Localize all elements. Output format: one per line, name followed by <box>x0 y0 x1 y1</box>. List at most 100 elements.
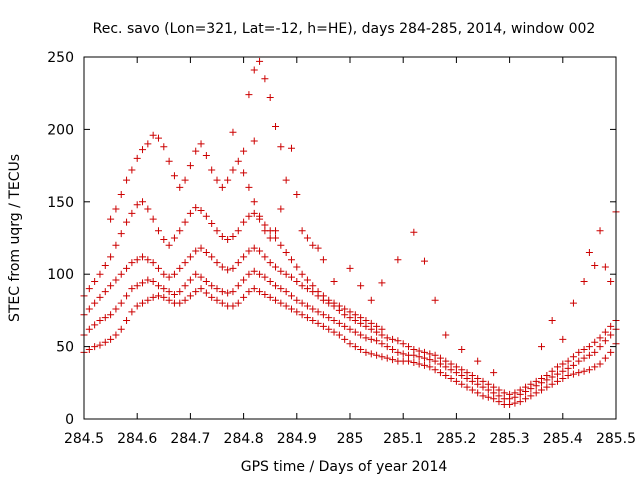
data-point <box>181 296 189 304</box>
data-point <box>123 218 131 226</box>
data-point <box>309 241 317 249</box>
data-point <box>585 351 593 359</box>
data-point <box>133 302 141 310</box>
data-point <box>96 270 104 278</box>
x-tick-label: 284.7 <box>170 431 210 447</box>
data-point <box>601 354 609 362</box>
data-point <box>463 383 471 391</box>
data-point <box>240 293 248 301</box>
data-point <box>527 380 535 388</box>
data-point <box>107 215 115 223</box>
data-point <box>367 319 375 327</box>
data-point <box>160 235 168 243</box>
data-point <box>107 282 115 290</box>
data-point <box>197 273 205 281</box>
y-tick-label: 0 <box>65 412 74 428</box>
x-tick-label: 284.5 <box>64 431 104 447</box>
data-point <box>607 277 615 285</box>
data-point <box>287 144 295 152</box>
data-point <box>591 348 599 356</box>
data-point <box>101 338 109 346</box>
data-point <box>170 290 178 298</box>
data-point <box>149 131 157 139</box>
data-point <box>580 367 588 375</box>
data-point <box>287 256 295 264</box>
data-point <box>309 305 317 313</box>
y-axis-label: STEC from uqrg / TECUs <box>7 154 23 322</box>
data-point <box>160 270 168 278</box>
y-tick-label: 100 <box>47 267 74 283</box>
data-point <box>117 270 125 278</box>
data-point <box>538 343 546 351</box>
data-point <box>335 331 343 339</box>
data-point <box>245 288 253 296</box>
data-point <box>218 263 226 271</box>
data-point <box>607 348 615 356</box>
data-point <box>176 264 184 272</box>
data-point <box>272 282 280 290</box>
data-point <box>261 253 269 261</box>
data-point <box>117 299 125 307</box>
data-point <box>415 360 423 368</box>
data-point <box>213 176 221 184</box>
data-point <box>229 233 237 241</box>
data-point <box>218 183 226 191</box>
data-point <box>601 328 609 336</box>
data-point <box>303 234 311 242</box>
data-point <box>170 234 178 242</box>
data-point <box>479 377 487 385</box>
data-point <box>144 276 152 284</box>
data-point <box>176 227 184 235</box>
data-point <box>500 389 508 397</box>
data-point <box>218 288 226 296</box>
data-point <box>346 308 354 316</box>
data-point <box>420 361 428 369</box>
data-point <box>282 176 290 184</box>
data-point <box>123 176 131 184</box>
data-point <box>479 392 487 400</box>
data-point <box>410 345 418 353</box>
data-point <box>357 314 365 322</box>
data-point <box>240 276 248 284</box>
data-point <box>256 270 264 278</box>
data-point <box>202 289 210 297</box>
data-point <box>569 370 577 378</box>
data-point <box>591 262 599 270</box>
data-point <box>373 337 381 345</box>
data-point <box>133 154 141 162</box>
data-point <box>107 335 115 343</box>
data-point <box>548 317 556 325</box>
x-tick-label: 285 <box>337 431 364 447</box>
data-point <box>410 359 418 367</box>
data-point <box>564 372 572 380</box>
data-point <box>234 157 242 165</box>
data-point <box>335 302 343 310</box>
data-point <box>420 257 428 265</box>
data-point <box>468 386 476 394</box>
data-point <box>192 204 200 212</box>
data-point <box>357 331 365 339</box>
data-point <box>362 334 370 342</box>
data-point <box>234 282 242 290</box>
data-point <box>154 282 162 290</box>
data-point <box>575 357 583 365</box>
data-point <box>543 372 551 380</box>
data-point <box>229 302 237 310</box>
data-point <box>335 319 343 327</box>
data-point <box>266 259 274 267</box>
data-point <box>85 325 93 333</box>
data-point <box>165 288 173 296</box>
data-point <box>383 343 391 351</box>
data-point <box>139 253 147 261</box>
data-point <box>181 282 189 290</box>
data-point <box>256 57 264 65</box>
data-point <box>128 285 136 293</box>
data-point <box>101 314 109 322</box>
data-point <box>474 389 482 397</box>
data-point <box>287 305 295 313</box>
data-point <box>399 340 407 348</box>
data-point <box>495 386 503 394</box>
data-point <box>309 282 317 290</box>
data-point <box>197 206 205 214</box>
data-point <box>383 354 391 362</box>
